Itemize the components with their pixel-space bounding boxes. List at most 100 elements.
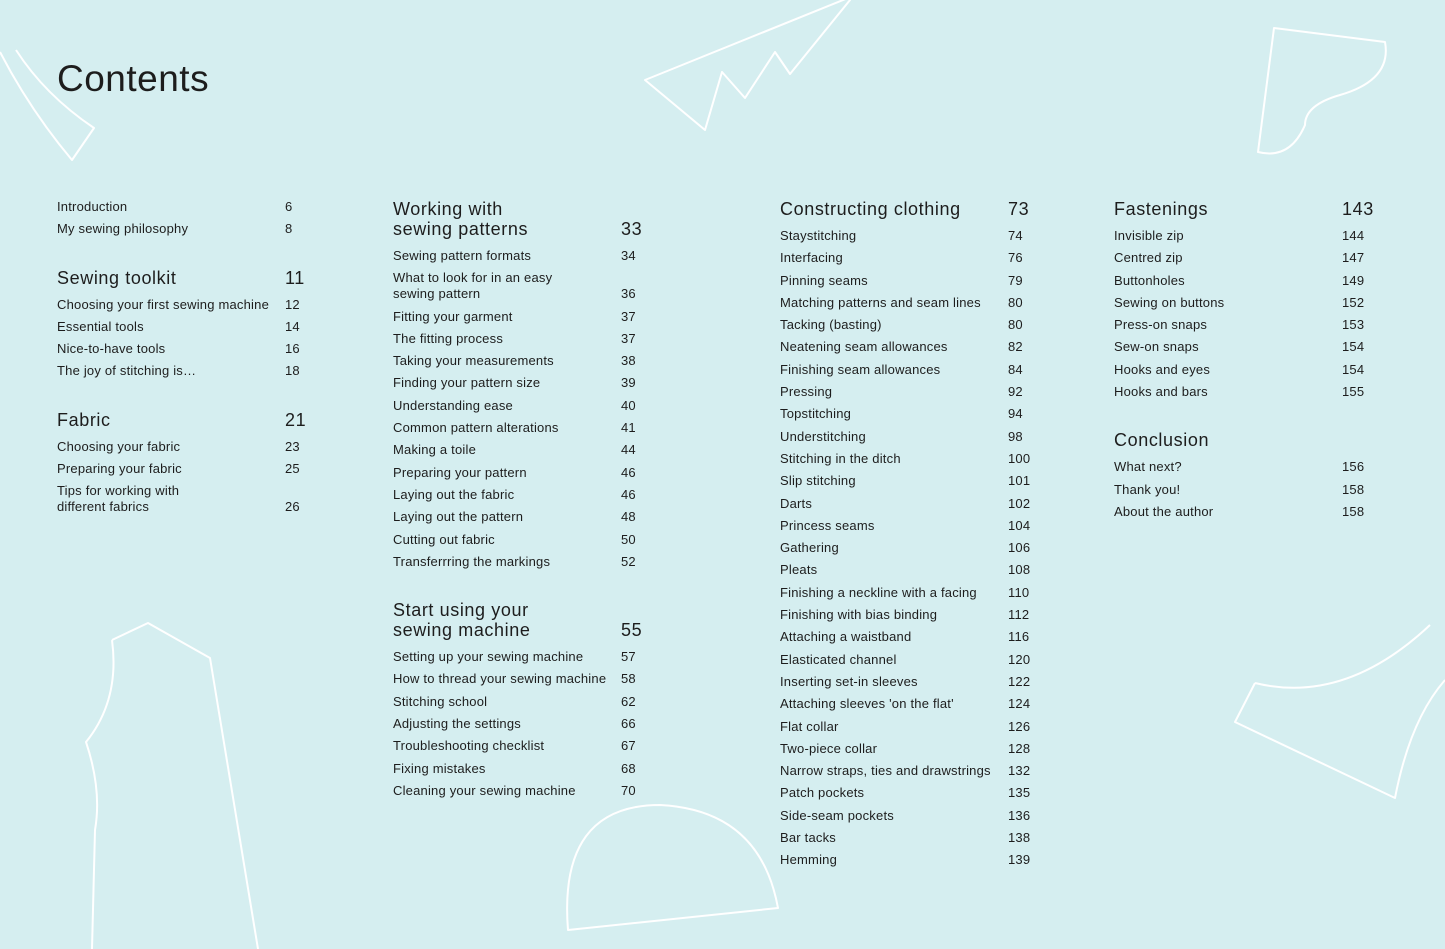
entry-page: 98 <box>1008 428 1023 444</box>
entry-label: Stitching school <box>393 693 488 709</box>
entry-label: Centred zip <box>1114 250 1183 266</box>
section-title: Sewing toolkit <box>57 267 177 288</box>
entry-page: 108 <box>1008 562 1031 578</box>
toc-entry: Preparing your pattern 46 <box>393 462 651 484</box>
entry-label: Preparing your pattern <box>393 464 527 480</box>
toc-entry: Hemming 139 <box>780 849 1038 871</box>
entry-page: 46 <box>621 464 636 480</box>
entry-label: Staystitching <box>780 228 857 243</box>
entry-page: 155 <box>1342 384 1365 400</box>
entry-label: Interfacing <box>780 250 843 266</box>
entry-page: 132 <box>1008 763 1031 779</box>
entry-page: 154 <box>1342 361 1365 377</box>
entry-page: 158 <box>1342 503 1365 519</box>
entry-label: Neatening seam allowances <box>780 339 948 355</box>
toc-section: Start using your sewing machine 55 Setting… <box>393 597 651 802</box>
section-title: Working with sewing patterns <box>393 199 529 239</box>
toc-entry: Interfacing 76 <box>780 247 1038 269</box>
toc-entry: Hooks and eyes 154 <box>1114 359 1372 381</box>
toc-entry: Adjusting the settings 66 <box>393 713 651 735</box>
toc-entry: Understanding ease 40 <box>393 395 651 417</box>
toc-entry: Attaching sleeves 'on the flat' 124 <box>780 693 1038 715</box>
entry-page: 144 <box>1342 228 1365 243</box>
entry-page: 76 <box>1008 250 1023 266</box>
toc-entry: Narrow straps, ties and drawstrings 132 <box>780 760 1038 782</box>
entry-label: What to look for in an easy sewing patte… <box>393 270 553 302</box>
toc-entry: Sewing pattern formats 34 <box>393 245 651 267</box>
entry-page: 14 <box>285 318 300 334</box>
entry-label: Nice-to-have tools <box>57 341 166 357</box>
toc-entry: Laying out the pattern 48 <box>393 506 651 528</box>
entry-label: Fixing mistakes <box>393 760 486 776</box>
entry-page: 67 <box>621 738 636 754</box>
entry-label: Making a toile <box>393 442 477 458</box>
entry-page: 39 <box>621 375 636 391</box>
toc-entry: Common pattern alterations 41 <box>393 417 651 439</box>
entry-page: 41 <box>621 420 636 436</box>
toc-entry: Fixing mistakes 68 <box>393 758 651 780</box>
entry-page: 158 <box>1342 481 1365 497</box>
entry-page: 18 <box>285 363 300 379</box>
entry-label: Laying out the pattern <box>393 509 524 525</box>
entry-label: Setting up your sewing machine <box>393 649 584 665</box>
toc-section: Constructing clothing 73 Staystitching 74 In… <box>780 196 1038 872</box>
entry-page: 128 <box>1008 740 1031 756</box>
entry-label: Essential tools <box>57 318 144 334</box>
entry-page: 104 <box>1008 517 1031 533</box>
section-page: 55 <box>621 620 643 641</box>
entry-label: Thank you! <box>1114 481 1181 497</box>
shape <box>566 804 779 931</box>
entry-label: Troubleshooting checklist <box>393 738 545 754</box>
entry-page: 52 <box>621 553 636 569</box>
toc-entry: Neatening seam allowances 82 <box>780 336 1038 358</box>
toc-entry: Hooks and bars 155 <box>1114 381 1372 403</box>
toc-entry: Cleaning your sewing machine 70 <box>393 780 651 802</box>
entry-label: Cutting out fabric <box>393 531 495 547</box>
entry-page: 70 <box>621 782 636 798</box>
entry-label: Gathering <box>780 540 839 556</box>
entry-page: 79 <box>1008 272 1023 288</box>
entry-label: Finishing a neckline with a facing <box>780 584 977 600</box>
section-page: 143 <box>1342 199 1374 219</box>
entry-page: 66 <box>621 716 636 732</box>
toc-entry: My sewing philosophy 8 <box>57 218 315 240</box>
entry-page: 46 <box>621 486 636 502</box>
toc-entry: Finishing a neckline with a facing 110 <box>780 582 1038 604</box>
toc-entry: Flat collar 126 <box>780 716 1038 738</box>
toc-entry: Cutting out fabric 50 <box>393 529 651 551</box>
entry-label: Side-seam pockets <box>780 807 894 823</box>
toc-entry: Matching patterns and seam lines 80 <box>780 292 1038 314</box>
entry-page: 80 <box>1008 317 1023 333</box>
toc-entry: About the author 158 <box>1114 501 1372 523</box>
section-title: Constructing clothing <box>780 199 961 219</box>
entry-page: 23 <box>285 438 300 454</box>
toc-entry: Side-seam pockets 136 <box>780 805 1038 827</box>
toc-entry: The fitting process 37 <box>393 328 651 350</box>
toc-entry: Darts 102 <box>780 493 1038 515</box>
toc-entry: Fitting your garment 37 <box>393 306 651 328</box>
toc-entry: Two-piece collar 128 <box>780 738 1038 760</box>
entry-page: 82 <box>1008 339 1023 355</box>
toc-entry: Finishing seam allowances 84 <box>780 359 1038 381</box>
toc-entry: Troubleshooting checklist 67 <box>393 735 651 757</box>
toc-entry: Princess seams 104 <box>780 515 1038 537</box>
toc-entry: How to thread your sewing machine 58 <box>393 668 651 690</box>
toc-entry: Elasticated channel 120 <box>780 649 1038 671</box>
entry-page: 25 <box>285 461 300 477</box>
entry-page: 147 <box>1342 250 1365 266</box>
entry-page: 122 <box>1008 673 1031 689</box>
entry-page: 153 <box>1342 317 1365 333</box>
entry-page: 124 <box>1008 696 1031 712</box>
entry-page: 84 <box>1008 361 1023 377</box>
toc-section: Sewing toolkit 11 Choosing your first sewi… <box>57 265 315 383</box>
entry-label: Sewing pattern formats <box>393 248 532 263</box>
section-page: 21 <box>285 409 307 430</box>
section-heading: Conclusion <box>1114 427 1372 450</box>
entry-page: 38 <box>621 353 636 369</box>
section-page: 33 <box>621 219 643 239</box>
entry-label: Attaching sleeves 'on the flat' <box>780 696 954 712</box>
entry-label: Preparing your fabric <box>57 461 182 477</box>
entry-page: 112 <box>1008 607 1030 623</box>
entry-label: Topstitching <box>780 406 852 422</box>
entry-label: Flat collar <box>780 718 839 734</box>
